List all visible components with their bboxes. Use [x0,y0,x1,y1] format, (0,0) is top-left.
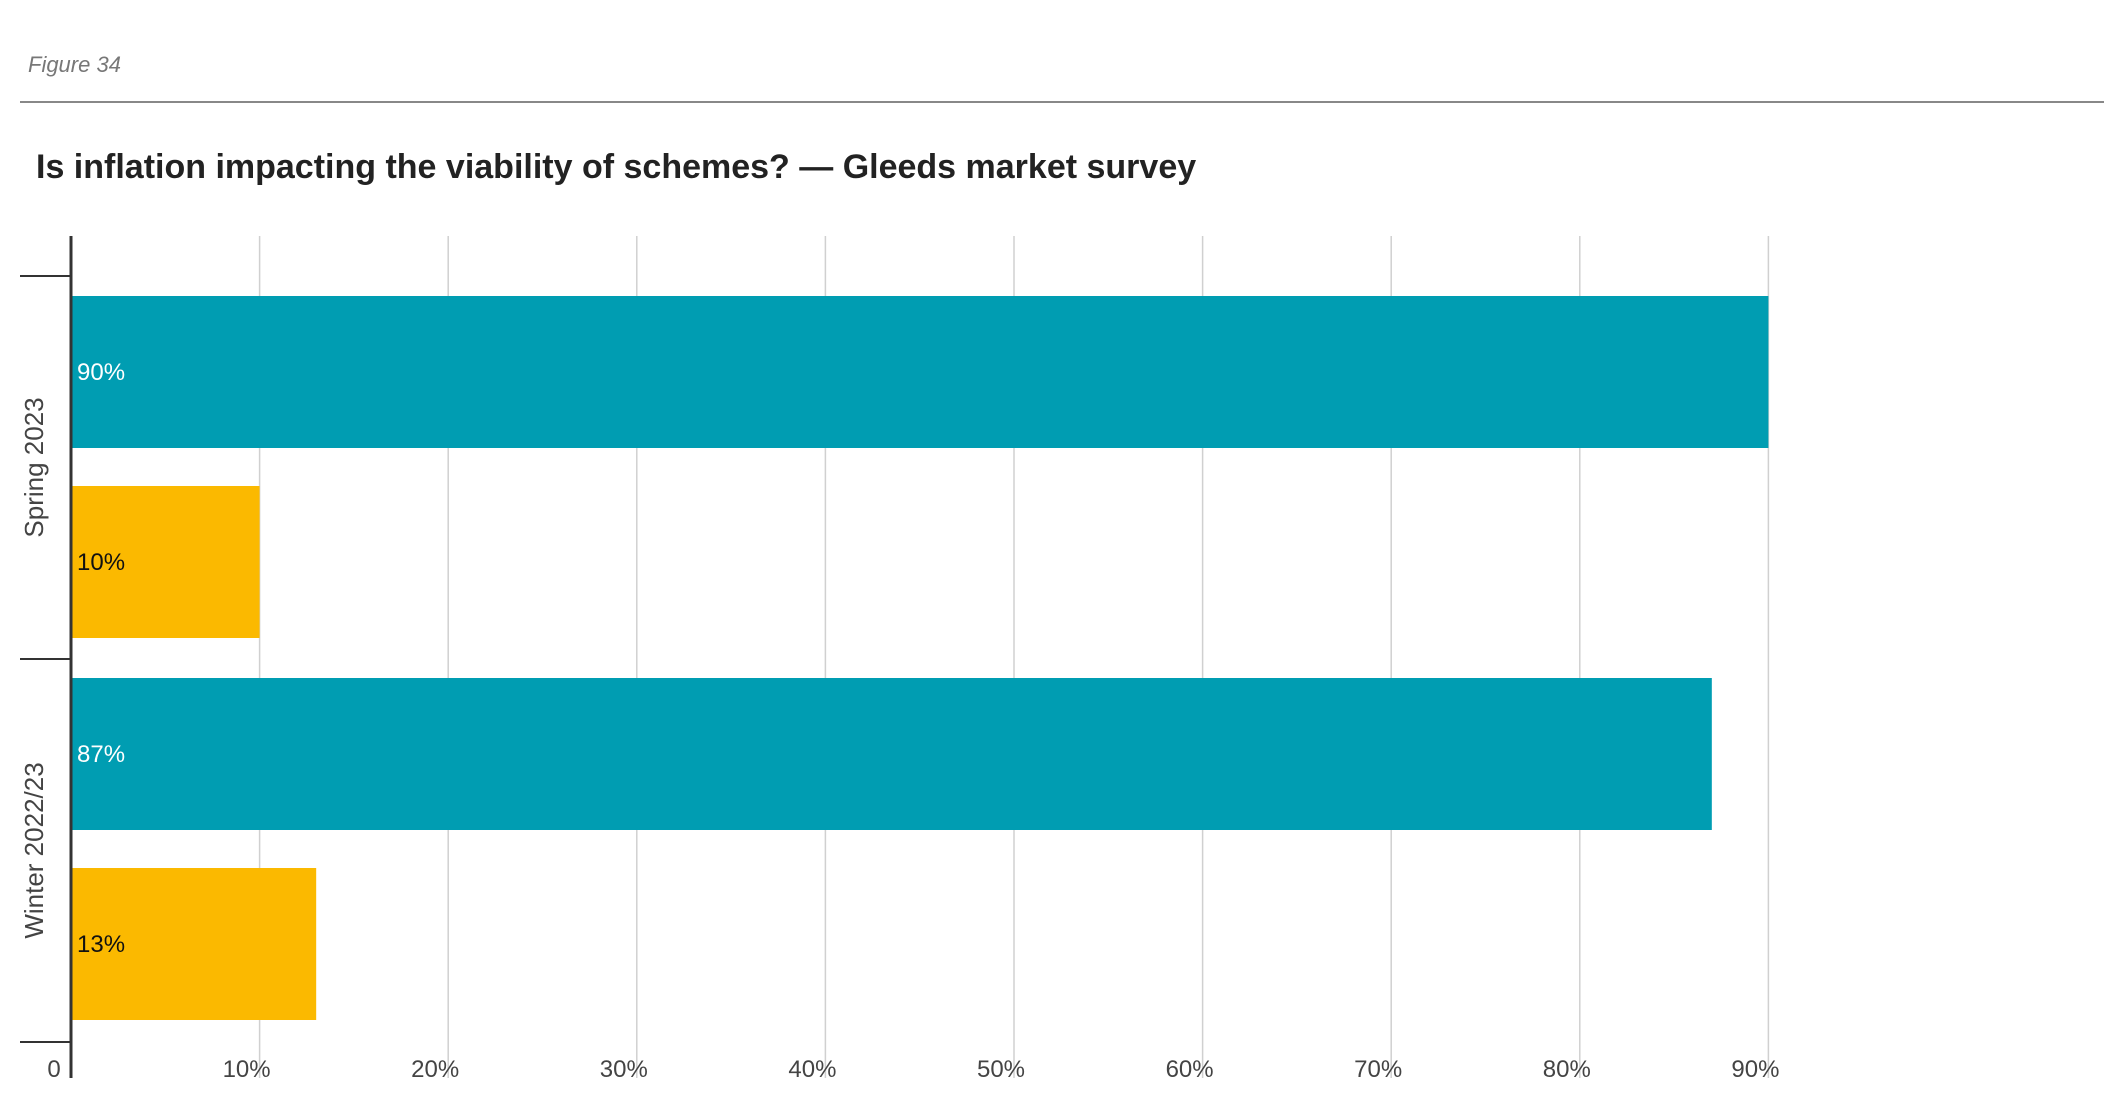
bar-value-label: 13% [77,931,125,958]
x-tick-label: 40% [788,1056,836,1083]
bar [71,678,1712,830]
x-tick-label: 10% [223,1056,271,1083]
x-tick-label: 60% [1166,1056,1214,1083]
x-tick-label: 70% [1354,1056,1402,1083]
bar-value-label: 10% [77,549,125,576]
bar [71,868,317,1020]
labels: 0 10% 20% 30% 40% 50% 60% 70% 80% 90% 90% 10% 87% 13%… [19,359,1779,1083]
chart-title: Is inflation impacting the viability of … [36,148,1197,186]
bar [71,486,260,638]
bars [71,296,1769,1020]
x-tick-label: 0 [47,1056,60,1083]
category-label: Spring 2023 [19,397,49,537]
x-tick-label: 20% [411,1056,459,1083]
x-tick-label: 90% [1731,1056,1779,1083]
x-tick-label: 50% [977,1056,1025,1083]
x-tick-label: 30% [600,1056,648,1083]
header-divider [20,101,2104,103]
figure-label: Figure 34 [28,52,121,77]
bar [71,296,1769,448]
bar-value-label: 90% [77,359,125,386]
x-tick-label: 80% [1543,1056,1591,1083]
bar-value-label: 87% [77,741,125,768]
axes [20,236,73,1078]
category-label: Winter 2022/23 [19,762,49,938]
